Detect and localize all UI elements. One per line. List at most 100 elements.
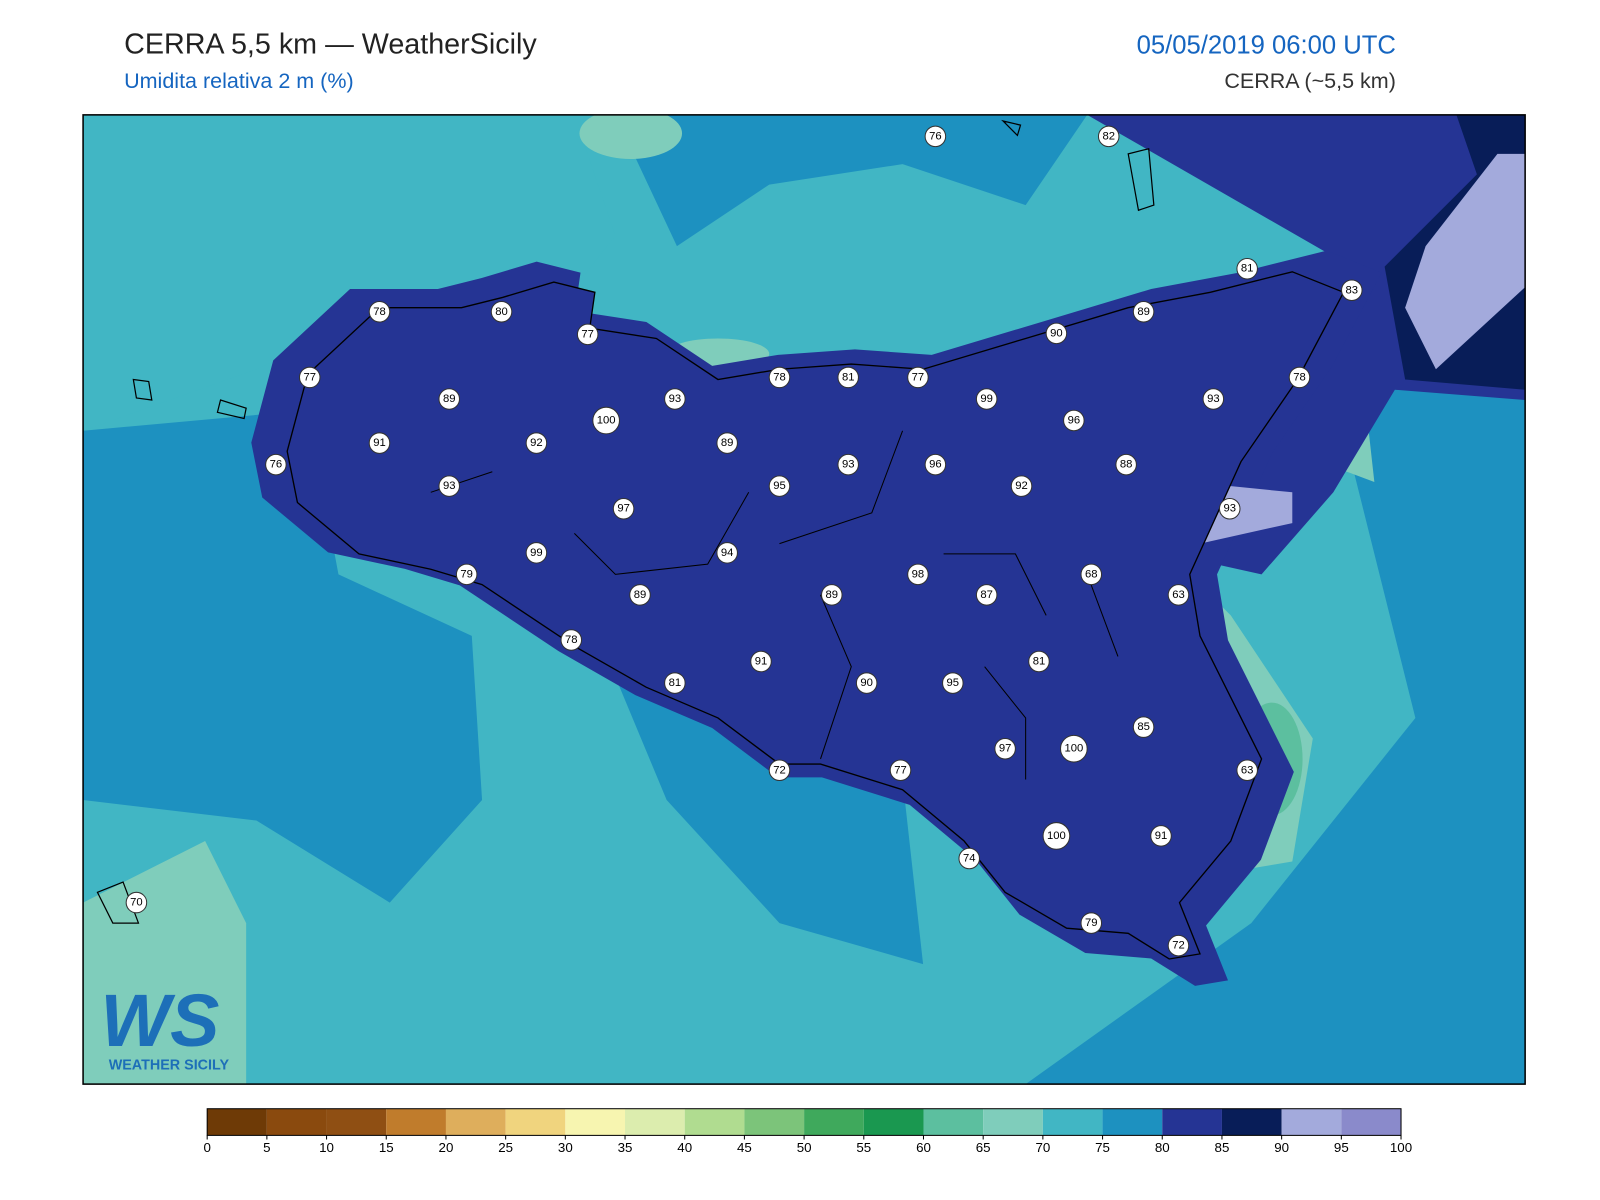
- station-label: 92: [1015, 480, 1028, 492]
- station-marker: [716, 542, 738, 564]
- colorbar-tick-label: 25: [498, 1140, 513, 1155]
- colorbar-tick-label: 30: [558, 1140, 573, 1155]
- station-label: 89: [1137, 306, 1150, 318]
- station-label: 77: [303, 371, 316, 383]
- title: CERRA 5,5 km — WeatherSicily: [124, 28, 537, 60]
- colorbar-tick-label: 35: [618, 1140, 633, 1155]
- colorbar-segment: [326, 1108, 387, 1136]
- colorbar-segment: [1281, 1108, 1342, 1136]
- station-marker: [612, 497, 635, 520]
- colorbar-segment: [625, 1108, 685, 1136]
- colorbar-segment: [266, 1108, 327, 1136]
- station-marker: [125, 891, 148, 914]
- station-label: 93: [1223, 503, 1236, 515]
- station-label: 95: [947, 677, 960, 689]
- station-label: 99: [980, 393, 993, 405]
- station-label: 81: [1033, 656, 1046, 668]
- colorbar-tick-label: 55: [856, 1140, 871, 1155]
- colorbar-tick-label: 65: [976, 1140, 991, 1155]
- station-label: 70: [130, 897, 143, 909]
- colorbar-segment: [684, 1108, 745, 1136]
- field-65: [83, 841, 247, 1085]
- station-label: 91: [755, 656, 768, 668]
- colorbar-tick-label: 20: [439, 1140, 454, 1155]
- islands: [96, 119, 1155, 924]
- station-label: 85: [1137, 721, 1150, 733]
- station-marker: [768, 366, 791, 389]
- colorbar-tick-label: 85: [1215, 1140, 1230, 1155]
- station-label: 99: [530, 547, 543, 559]
- station-marker: [975, 584, 998, 606]
- station-label: 93: [669, 393, 682, 405]
- colorbar-segment: [1102, 1108, 1163, 1136]
- station-marker: [1288, 366, 1311, 389]
- station-label: 93: [443, 480, 456, 492]
- station-label: 77: [581, 328, 594, 340]
- station-marker: [1080, 563, 1103, 586]
- colorbar-tick-label: 90: [1274, 1140, 1289, 1155]
- datetime: 05/05/2019 06:00 UTC: [1137, 31, 1396, 59]
- station-marker: [298, 366, 321, 389]
- station-marker: [958, 847, 980, 870]
- station-label: 79: [460, 568, 473, 580]
- station-marker: [821, 584, 843, 606]
- station-label: 97: [617, 503, 630, 515]
- station-label: 100: [1047, 830, 1066, 842]
- colorbar-tick-label: 80: [1155, 1140, 1170, 1155]
- station-marker: [368, 301, 391, 323]
- station-label: 80: [495, 306, 508, 318]
- station-label: 89: [721, 437, 734, 449]
- station-label: 89: [634, 589, 647, 601]
- colorbar-segment: [923, 1108, 984, 1136]
- colorbar-tick-label: 15: [379, 1140, 394, 1155]
- colorbar-tick-label: 100: [1390, 1140, 1412, 1155]
- station-marker: [855, 672, 878, 694]
- station-marker: [629, 584, 651, 606]
- station-marker: [1218, 497, 1241, 520]
- station-label: 77: [894, 764, 907, 776]
- station-marker: [1080, 912, 1103, 934]
- station-marker: [1132, 716, 1155, 738]
- station-marker: [455, 563, 478, 586]
- station-marker: [1028, 650, 1050, 673]
- station-marker: [576, 323, 599, 346]
- station-label: 79: [1085, 917, 1098, 929]
- station-label: 88: [1120, 459, 1133, 471]
- colorbar-tick-label: 0: [203, 1140, 210, 1155]
- subtitle: Umidita relativa 2 m (%): [124, 69, 354, 93]
- station-marker: [1063, 409, 1085, 432]
- station-label: 96: [929, 459, 942, 471]
- colorbar-segment: [1221, 1108, 1282, 1136]
- station-marker: [1236, 257, 1258, 280]
- station-marker: [1236, 759, 1258, 782]
- station-marker: [664, 388, 686, 410]
- colorbar-tick-label: 60: [916, 1140, 931, 1155]
- map: 76 82 81 83 78 80 77 77 78 81 89 90 77 89 91 92 100 93 89 9…: [83, 114, 1526, 1085]
- station-label: 82: [1102, 130, 1115, 142]
- colorbar-tick-label: 70: [1035, 1140, 1050, 1155]
- station-marker: [1042, 822, 1071, 850]
- station-marker: [1132, 301, 1155, 323]
- colorbar-tick-label: 5: [263, 1140, 270, 1155]
- station-label: 90: [860, 677, 873, 689]
- station-label: 100: [1064, 743, 1083, 755]
- colorbar-segment: [207, 1108, 267, 1136]
- station-label: 97: [999, 743, 1012, 755]
- colorbar-tick-label: 50: [797, 1140, 812, 1155]
- station-marker: [975, 388, 998, 410]
- field-75: [615, 676, 924, 965]
- station-label: 72: [1172, 940, 1185, 952]
- station-marker: [1115, 453, 1137, 476]
- station-marker: [265, 453, 287, 476]
- colorbar-segment: [565, 1108, 626, 1136]
- station-label: 77: [912, 371, 925, 383]
- station-marker: [837, 366, 859, 389]
- station-label: 76: [929, 130, 942, 142]
- station-marker: [1167, 934, 1190, 957]
- station-marker: [1202, 388, 1225, 410]
- station-label: 81: [842, 371, 855, 383]
- colorbar-segment: [744, 1108, 805, 1136]
- station-marker: [716, 432, 738, 454]
- source: CERRA (~5,5 km): [1224, 69, 1396, 93]
